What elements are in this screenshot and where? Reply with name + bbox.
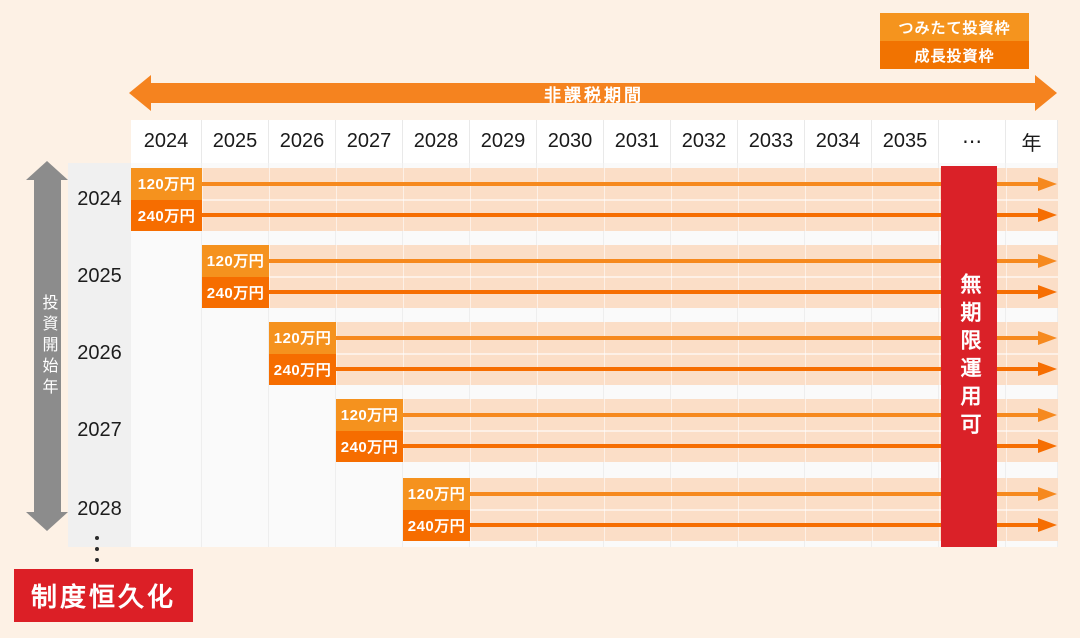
header-cell-2031: 2031 [604, 120, 671, 163]
header-cell-2032: 2032 [671, 120, 738, 163]
band-divider-line [131, 198, 1058, 201]
axis-up-arrow-icon [26, 161, 68, 180]
header-cell-2035: 2035 [872, 120, 939, 163]
header-cell-⋯: ⋯ [939, 120, 1006, 163]
limit-box-240万円-2025: 240万円 [202, 276, 269, 308]
limit-arrow-240万円-2026 [336, 367, 1039, 372]
arrow-left-head-icon [129, 75, 151, 111]
start-year-axis-label: 投資開始年 [39, 293, 57, 399]
tax-free-period-label: 非課税期間 [544, 85, 644, 105]
year-band-2027 [336, 399, 1058, 462]
row-year-label-2027: 2027 [77, 419, 122, 441]
limit-box-240万円-2027: 240万円 [336, 430, 403, 462]
limit-arrow-head-icon [1038, 176, 1057, 191]
limit-arrow-240万円-2028 [470, 523, 1039, 528]
limit-arrow-head-icon [1038, 439, 1057, 454]
header-cell-2027: 2027 [336, 120, 403, 163]
year-band-2024 [131, 168, 1058, 231]
limit-box-240万円-2024: 240万円 [131, 199, 202, 231]
limit-arrow-240万円-2024 [202, 213, 1039, 218]
limit-arrow-240万円-2025 [269, 290, 1039, 295]
limit-box-120万円-2027: 120万円 [336, 399, 403, 431]
unlimited-operation-bar: 無期限運用可 [941, 166, 997, 547]
limit-arrow-head-icon [1038, 362, 1057, 377]
legend-tsumitate-quota: つみたて投資枠 [880, 13, 1029, 41]
row-year-label-2025: 2025 [77, 265, 122, 287]
header-cell-2026: 2026 [269, 120, 336, 163]
limit-arrow-head-icon [1038, 486, 1057, 501]
legend-growth-label: 成長投資枠 [914, 47, 995, 65]
limit-arrow-head-icon [1038, 208, 1057, 223]
vertical-ellipsis-dot [95, 547, 99, 551]
system-permanent-label: 制度恒久化 [30, 582, 176, 612]
limit-box-120万円-2025: 120万円 [202, 245, 269, 277]
limit-arrow-head-icon [1038, 253, 1057, 268]
limit-arrow-120万円-2027 [403, 412, 1039, 417]
system-permanent-badge: 制度恒久化 [14, 569, 193, 622]
row-year-label-2024: 2024 [77, 188, 122, 210]
limit-arrow-head-icon [1038, 330, 1057, 345]
limit-box-120万円-2026: 120万円 [269, 322, 336, 354]
investment-quota-legend: つみたて投資枠 成長投資枠 [880, 13, 1029, 69]
header-cell-2030: 2030 [537, 120, 604, 163]
year-band-2026 [269, 322, 1058, 385]
header-cell-年: 年 [1006, 120, 1058, 163]
arrow-right-head-icon [1035, 75, 1057, 111]
unlimited-operation-label: 無期限運用可 [958, 272, 981, 441]
limit-arrow-head-icon [1038, 285, 1057, 300]
limit-box-120万円-2028: 120万円 [403, 478, 470, 510]
limit-box-240万円-2026: 240万円 [269, 353, 336, 385]
legend-tsumitate-label: つみたて投資枠 [898, 19, 1011, 37]
vertical-ellipsis-dot [95, 558, 99, 562]
vertical-ellipsis-dot [95, 536, 99, 540]
band-divider-line [336, 429, 1058, 432]
limit-arrow-120万円-2026 [336, 335, 1039, 340]
limit-arrow-120万円-2025 [269, 258, 1039, 263]
header-cell-2025: 2025 [202, 120, 269, 163]
start-year-axis [34, 179, 61, 513]
tax-free-period-arrow [150, 83, 1036, 103]
legend-growth-quota: 成長投資枠 [880, 41, 1029, 69]
limit-arrow-120万円-2028 [470, 491, 1039, 496]
band-divider-line [202, 275, 1058, 278]
header-cell-2024: 2024 [131, 120, 202, 163]
limit-arrow-240万円-2027 [403, 444, 1039, 449]
band-divider-line [269, 352, 1058, 355]
year-band-2025 [202, 245, 1058, 308]
header-cell-2033: 2033 [738, 120, 805, 163]
limit-arrow-head-icon [1038, 518, 1057, 533]
limit-arrow-head-icon [1038, 407, 1057, 422]
axis-down-arrow-icon [26, 512, 68, 531]
band-divider-line [403, 508, 1058, 511]
header-cell-2029: 2029 [470, 120, 537, 163]
limit-box-120万円-2024: 120万円 [131, 168, 202, 200]
header-cell-2034: 2034 [805, 120, 872, 163]
limit-box-240万円-2028: 240万円 [403, 509, 470, 541]
row-year-label-2028: 2028 [77, 498, 122, 520]
header-cell-2028: 2028 [403, 120, 470, 163]
start-year-label-column [68, 163, 131, 547]
limit-arrow-120万円-2024 [202, 181, 1039, 186]
row-year-label-2026: 2026 [77, 342, 122, 364]
